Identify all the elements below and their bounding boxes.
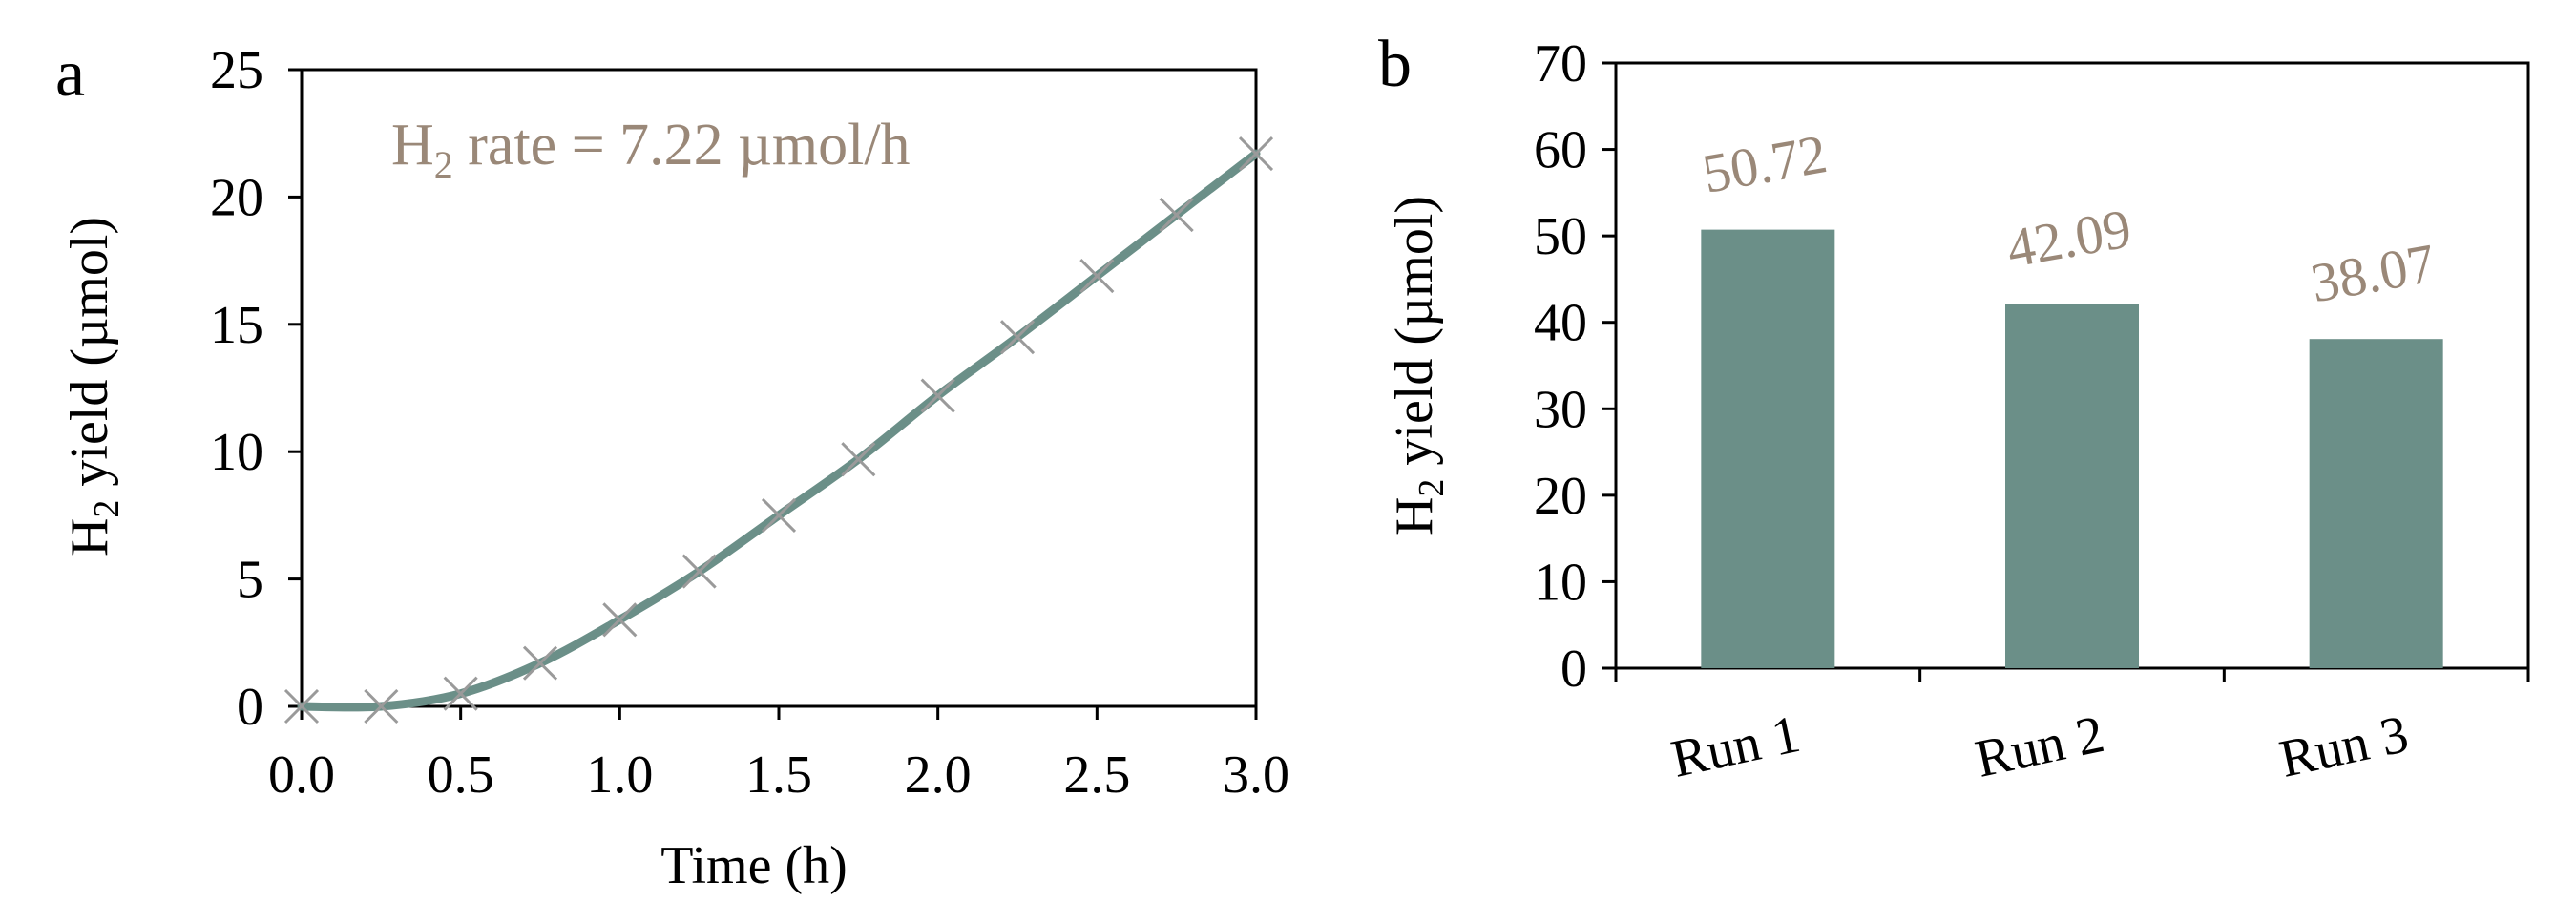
panel-a-data-point bbox=[522, 645, 558, 681]
panel-b-y-tick-label: 10 bbox=[1534, 553, 1587, 612]
panel-b-y-tick-label: 50 bbox=[1534, 207, 1587, 266]
panel-a-letter: a bbox=[55, 37, 85, 111]
panel-b-y-tick-label: 0 bbox=[1560, 640, 1587, 699]
panel-a-y-tick-label: 10 bbox=[210, 423, 263, 482]
panel-b-y-tick-label: 60 bbox=[1534, 121, 1587, 180]
panel-a-data-point bbox=[1079, 259, 1115, 294]
panel-b-y-tick-label: 20 bbox=[1534, 467, 1587, 526]
panel-a-x-tick-label: 3.0 bbox=[1223, 745, 1289, 805]
panel-b-bar bbox=[2005, 304, 2139, 668]
panel-a-x-axis-label: Time (h) bbox=[660, 836, 848, 895]
panel-b-data-label: 42.09 bbox=[2002, 197, 2136, 280]
panel-b-y-ticks: 0 10 20 30 40 50 60 70 bbox=[1534, 34, 1616, 699]
panel-a-data-point bbox=[602, 602, 638, 638]
panel-b-data-label: 38.07 bbox=[2306, 232, 2440, 315]
panel-b: b 0 10 20 30 40 50 60 70 50.72 Run 1 42.09 Run 2 38… bbox=[1378, 28, 2530, 789]
panel-a-data-point bbox=[283, 688, 320, 724]
panel-a-y-tick-label: 20 bbox=[210, 168, 263, 227]
panel-a-y-tick-label: 15 bbox=[210, 296, 263, 355]
panel-b-y-tick-label: 30 bbox=[1534, 380, 1587, 439]
panel-b-letter: b bbox=[1378, 28, 1412, 101]
panel-a-data-point bbox=[999, 320, 1036, 355]
panel-b-bar bbox=[2309, 339, 2443, 668]
panel-a-data-point bbox=[364, 688, 399, 724]
panel-b-y-tick-label: 70 bbox=[1534, 34, 1587, 94]
panel-a-x-tick-label: 0.0 bbox=[268, 745, 335, 805]
panel-a-y-tick-label: 5 bbox=[237, 551, 263, 610]
panel-b-y-tick-label: 40 bbox=[1534, 294, 1587, 353]
panel-b-bars: 50.72 Run 1 42.09 Run 2 38.07 Run 3 bbox=[1614, 122, 2530, 789]
panel-a-data-point bbox=[920, 378, 955, 413]
panel-a-x-tick-label: 0.5 bbox=[428, 745, 494, 805]
panel-a: a 0 5 10 15 20 25 0.0 0.5 1.0 1.5 2.0 2.5 3.0 H2 ra… bbox=[55, 37, 1289, 895]
panel-a-data-point bbox=[443, 676, 478, 711]
panel-a-x-ticks: 0.0 0.5 1.0 1.5 2.0 2.5 3.0 bbox=[268, 706, 1289, 805]
panel-a-data-point bbox=[841, 442, 876, 477]
panel-a-data-point bbox=[1238, 136, 1274, 172]
panel-a-data-point bbox=[761, 497, 797, 533]
panel-a-x-tick-label: 1.5 bbox=[745, 745, 812, 805]
panel-a-data-point bbox=[1159, 198, 1194, 233]
panel-a-annotation: H2 rate = 7.22 µmol/h bbox=[391, 113, 911, 186]
panel-b-category-label: Run 3 bbox=[2274, 704, 2413, 789]
panel-a-data-point bbox=[681, 554, 717, 589]
panel-a-x-tick-label: 2.0 bbox=[905, 745, 972, 805]
panel-b-category-label: Run 2 bbox=[1971, 704, 2109, 789]
panel-a-x-tick-label: 1.0 bbox=[586, 745, 653, 805]
panel-b-data-label: 50.72 bbox=[1698, 122, 1832, 205]
panel-b-bar bbox=[1701, 229, 1835, 669]
panel-b-y-axis-label: H2 yield (µmol) bbox=[1385, 196, 1452, 535]
panel-a-y-ticks: 0 5 10 15 20 25 bbox=[210, 41, 302, 737]
panel-a-series-line bbox=[297, 149, 1261, 712]
panel-a-y-tick-label: 0 bbox=[237, 678, 263, 737]
panel-a-y-tick-label: 25 bbox=[210, 41, 263, 100]
panel-a-x-tick-label: 2.5 bbox=[1063, 745, 1130, 805]
panel-a-markers bbox=[283, 136, 1274, 724]
panel-b-category-label: Run 1 bbox=[1666, 704, 1805, 789]
panel-a-y-axis-label: H2 yield (µmol) bbox=[60, 217, 127, 556]
